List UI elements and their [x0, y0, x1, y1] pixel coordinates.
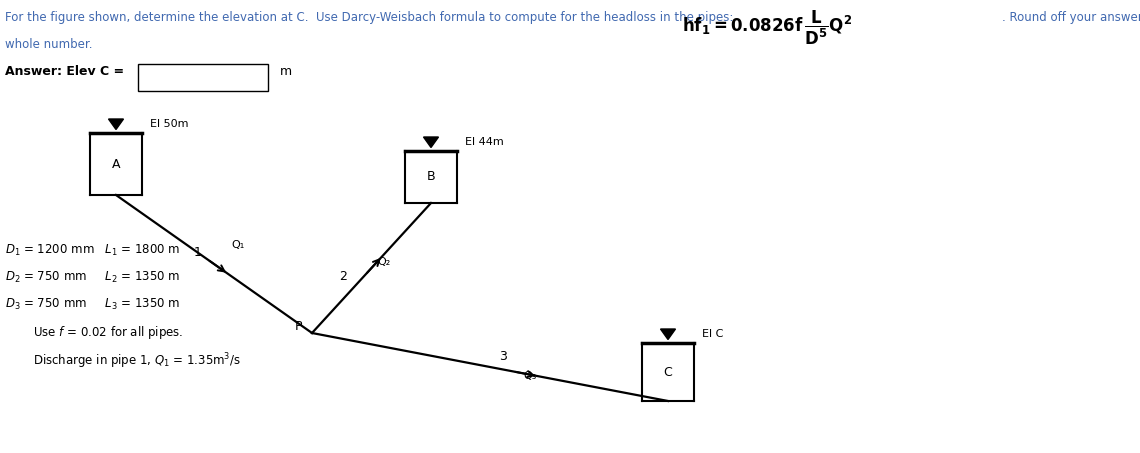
Text: For the figure shown, determine the elevation at C.  Use Darcy-Weisbach formula : For the figure shown, determine the elev… [5, 11, 733, 24]
Text: Discharge in pipe 1, $Q_1$ = 1.35m$^3$/s: Discharge in pipe 1, $Q_1$ = 1.35m$^3$/s [33, 351, 241, 371]
Text: El 44m: El 44m [465, 137, 504, 147]
Text: 3: 3 [499, 350, 507, 363]
Text: A: A [112, 158, 120, 170]
Text: whole number.: whole number. [5, 38, 92, 51]
Text: P: P [294, 321, 302, 333]
Text: Use $f$ = 0.02 for all pipes.: Use $f$ = 0.02 for all pipes. [33, 324, 184, 341]
Text: $D_1$ = 1200 mm   $L_1$ = 1800 m: $D_1$ = 1200 mm $L_1$ = 1800 m [5, 243, 180, 258]
Text: Q₃: Q₃ [523, 371, 537, 381]
Text: El C: El C [702, 329, 724, 339]
Text: m: m [280, 65, 292, 78]
Polygon shape [660, 329, 676, 339]
Text: El 50m: El 50m [150, 119, 188, 129]
Text: C: C [663, 366, 673, 379]
Text: Q₁: Q₁ [231, 240, 245, 250]
Text: Answer: Elev C =: Answer: Elev C = [5, 65, 124, 78]
Bar [138, 64, 268, 91]
Polygon shape [108, 119, 123, 130]
Text: Q₂: Q₂ [377, 257, 390, 268]
Text: B: B [426, 170, 435, 183]
Text: 1: 1 [194, 246, 202, 259]
Text: $\mathbf{hf_1 = 0.0826f\,\dfrac{L}{D^5}Q^2}$: $\mathbf{hf_1 = 0.0826f\,\dfrac{L}{D^5}Q… [682, 9, 853, 47]
Text: $D_3$ = 750 mm     $L_3$ = 1350 m: $D_3$ = 750 mm $L_3$ = 1350 m [5, 297, 180, 312]
Text: 2: 2 [340, 270, 348, 283]
Text: . Round off your answer into a: . Round off your answer into a [1002, 11, 1140, 24]
Polygon shape [423, 137, 439, 148]
Text: $D_2$ = 750 mm     $L_2$ = 1350 m: $D_2$ = 750 mm $L_2$ = 1350 m [5, 270, 180, 285]
